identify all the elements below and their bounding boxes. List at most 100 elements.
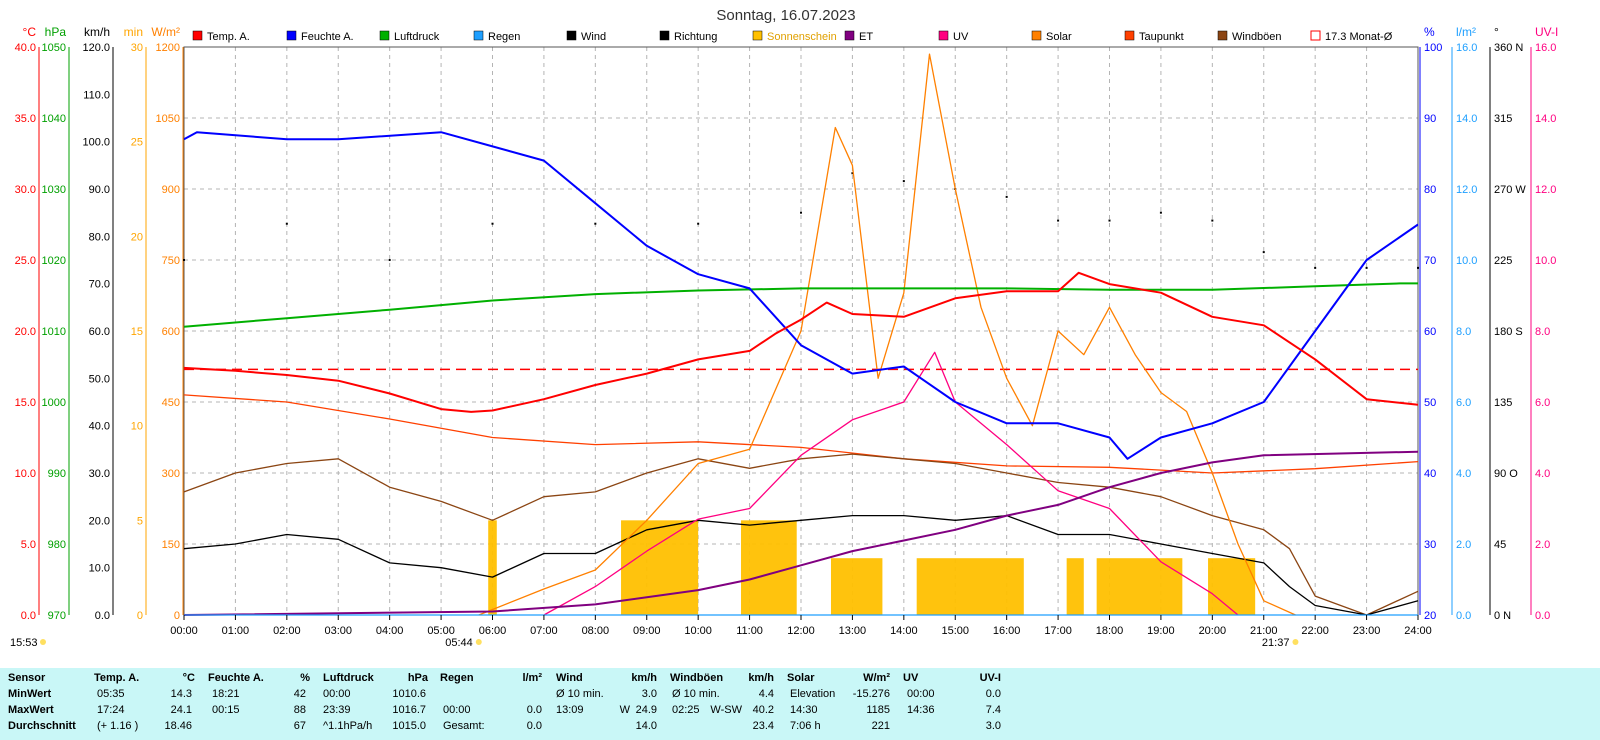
axis-tick-label: 600 (162, 326, 180, 338)
x-tick-label: 01:00 (222, 625, 250, 637)
axis-unit: % (1424, 25, 1435, 39)
axis-tick-label: 10.0 (1456, 255, 1477, 267)
series-line-wind (183, 514, 1419, 616)
axis-tick-label: 12.0 (1535, 184, 1556, 196)
axis-tick-label: 360 N (1494, 42, 1523, 54)
direction-point (1417, 266, 1419, 269)
axis-tick-label: 270 W (1494, 184, 1526, 196)
sunrise-icon (475, 639, 482, 645)
axis-tick-label: 10.0 (15, 468, 36, 480)
stats-cell: km/h (748, 672, 774, 684)
stats-cell: Ø 10 min. (672, 688, 720, 700)
x-tick-label: 11:00 (736, 625, 763, 637)
stats-cell: MinWert (8, 688, 52, 700)
axis-tick-label: 8.0 (1535, 326, 1550, 338)
stats-cell: ^1.1hPa/h (323, 720, 373, 732)
x-tick-label: 22:00 (1301, 625, 1329, 637)
axis-tick-label: 0 (174, 610, 180, 622)
legend-label: Regen (488, 31, 520, 43)
sunrise-label: 05:44 (445, 637, 473, 649)
axis-tick-label: 80.0 (89, 231, 110, 243)
stats-cell: 24.1 (170, 704, 192, 716)
direction-point (1211, 219, 1214, 222)
stats-cell: hPa (407, 672, 428, 684)
legend-label: Wind (581, 31, 606, 43)
axis-tick-label: 20.0 (15, 326, 36, 338)
axis-tick-label: 450 (162, 397, 180, 409)
stats-cell: 67 (293, 720, 306, 732)
x-tick-label: 07:00 (530, 625, 558, 637)
axis-tick-label: 0.0 (1535, 610, 1550, 622)
sunshine-bars (488, 520, 1256, 615)
axis-tick-label: 750 (162, 255, 180, 267)
axis-tick-label: 20 (1424, 610, 1436, 622)
axis-tick-label: 0 N (1494, 610, 1511, 622)
axis-tick-label: 980 (48, 539, 66, 551)
stats-cell: 3.0 (985, 720, 1001, 732)
series-line-et (183, 450, 1419, 616)
stats-cell: Luftdruck (323, 672, 374, 684)
x-tick-label: 09:00 (633, 625, 661, 637)
axis-unit: km/h (84, 25, 110, 39)
legend-swatch (1031, 30, 1042, 41)
axis-tick-label: 1000 (42, 397, 66, 409)
x-tick-label: 02:00 (273, 625, 301, 637)
axis-tick-label: 50 (1424, 397, 1436, 409)
series-line-feuchte-a- (183, 131, 1419, 460)
stats-cell: 18.46 (164, 720, 192, 732)
axis-tick-label: 1200 (156, 42, 180, 54)
legend-label: 17.3 Monat-Ø (1325, 31, 1393, 43)
axis-tick-label: 70.0 (89, 279, 110, 291)
stats-cell: 40.2 (752, 704, 774, 716)
axis-tick-label: 150 (162, 539, 180, 551)
current-time: 15:53 (10, 637, 38, 649)
chart-legend: Temp. A. Feuchte A. Luftdruck Regen Wind Rich… (192, 30, 1393, 43)
axis-tick-label: 10 (131, 421, 143, 433)
axis-tick-label: 40.0 (89, 421, 110, 433)
direction-point (902, 180, 905, 183)
direction-point (697, 222, 700, 225)
stats-cell: 221 (871, 720, 890, 732)
legend-swatch (379, 30, 390, 41)
x-tick-label: 16:00 (993, 625, 1021, 637)
stats-cell: 00:00 (443, 704, 471, 716)
direction-point (1057, 219, 1060, 222)
stats-cell: km/h (631, 672, 657, 684)
legend-swatch (1217, 30, 1228, 41)
stats-cell: 24.9 (635, 704, 657, 716)
stats-cell: 17:24 (97, 704, 125, 716)
axis-tick-label: 40 (1424, 468, 1436, 480)
axis-tick-label: 40.0 (15, 42, 36, 54)
stats-cell: Feuchte A. (208, 672, 264, 684)
stats-cell: l/m² (522, 672, 542, 684)
stats-cell: Windböen (670, 672, 724, 684)
stats-cell: Ø 10 min. (556, 688, 604, 700)
axis-tick-label: 0.0 (1456, 610, 1471, 622)
direction-point (1159, 211, 1162, 214)
sunset-label: 21:37 (1262, 637, 1290, 649)
sunshine-bar (1208, 558, 1256, 615)
axis-tick-label: 4.0 (1456, 468, 1471, 480)
stats-cell: 7:06 h (790, 720, 821, 732)
stats-cell: Temp. A. (94, 672, 140, 684)
stats-cell: 42 (293, 688, 306, 700)
direction-point (491, 222, 494, 225)
legend-swatch (1310, 30, 1321, 41)
axis-tick-label: 35.0 (15, 113, 36, 125)
direction-point (1108, 219, 1111, 222)
axis-tick-label: 12.0 (1456, 184, 1477, 196)
stats-cell: MaxWert (8, 704, 54, 716)
legend-swatch (1124, 30, 1135, 41)
sunshine-bar (741, 520, 797, 615)
stats-cell: 00:00 (323, 688, 351, 700)
stats-cell: Gesamt: (443, 720, 485, 732)
stats-cell: 0.0 (526, 704, 542, 716)
axis-tick-label: 1050 (42, 42, 66, 54)
sunshine-bar (1096, 558, 1183, 615)
stats-cell: UV (903, 672, 919, 684)
legend-label: Solar (1046, 31, 1072, 43)
axis-tick-label: 80 (1424, 184, 1436, 196)
axis-tick-label: 10.0 (1535, 255, 1556, 267)
stats-cell: 7.4 (985, 704, 1001, 716)
axis-tick-label: 90.0 (89, 184, 110, 196)
